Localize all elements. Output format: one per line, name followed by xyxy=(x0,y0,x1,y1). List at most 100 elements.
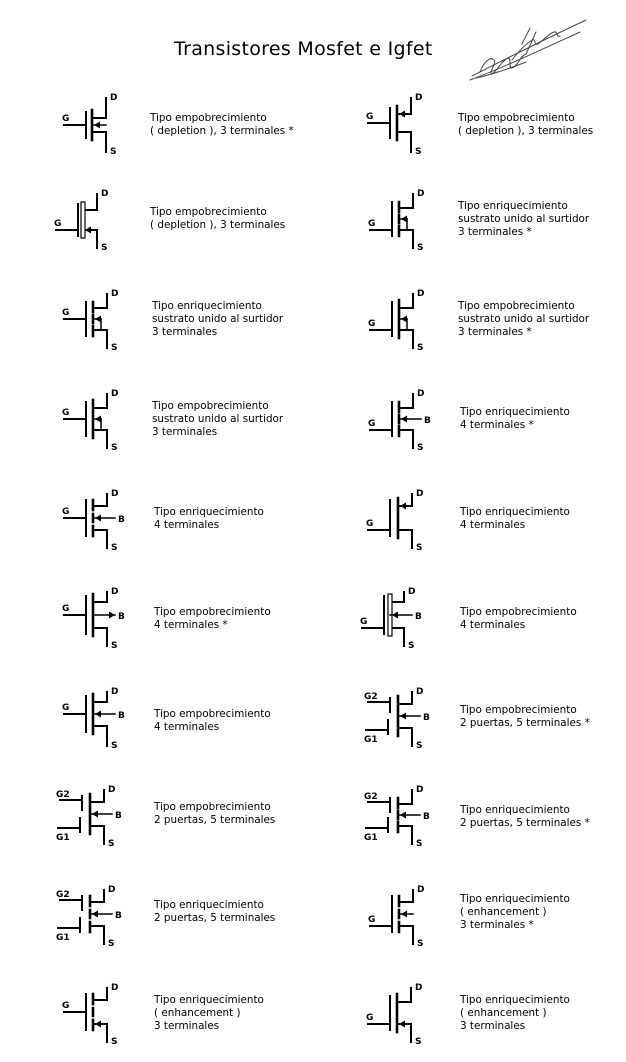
transistor-entry: D S G2 G1 B Tipo enriquecimiento 2 puertas, … xyxy=(360,780,626,864)
transistor-entry: D S G Tipo enriquecimiento 4 terminales xyxy=(360,484,626,568)
desc-line: Tipo empobrecimiento xyxy=(460,606,577,618)
transistor-symbol: D S G xyxy=(366,983,422,1047)
desc-line: ( enhancement ) xyxy=(460,906,547,918)
entry-description: Tipo enriquecimiento sustrato unido al s… xyxy=(152,300,283,339)
source-label: S xyxy=(108,839,114,849)
desc-line: 3 terminales xyxy=(152,326,218,338)
channel-bar xyxy=(80,201,86,239)
desc-line: Tipo enriquecimiento xyxy=(154,506,264,518)
drain-label: D xyxy=(416,687,423,697)
source-arrow xyxy=(85,226,91,234)
desc-line: ( depletion ), 3 terminales xyxy=(458,125,594,137)
source-label: S xyxy=(416,543,422,553)
transistor-symbol: D S G B xyxy=(62,687,125,751)
transistor-entry: D S G Tipo enriquecimiento sustrato unido … xyxy=(60,284,360,368)
source-label: S xyxy=(111,543,117,553)
drain-label: D xyxy=(110,93,117,103)
source-label: S xyxy=(101,243,107,253)
bulk-label: B xyxy=(423,713,430,723)
transistor-symbol: D S G2 G1 B xyxy=(364,785,430,849)
gate-label: G xyxy=(366,519,373,529)
drain-label: D xyxy=(408,587,415,597)
desc-line: Tipo enriquecimiento xyxy=(154,994,264,1006)
desc-line: ( enhancement ) xyxy=(154,1007,241,1019)
transistor-entry: D S G Tipo empobrecimiento sustrato unido … xyxy=(364,284,626,368)
entry-description: Tipo enriquecimiento ( enhancement ) 3 t… xyxy=(460,994,570,1033)
gate-label: G xyxy=(368,419,375,429)
entry-description: Tipo enriquecimiento 4 terminales * xyxy=(460,406,570,432)
desc-line: 3 terminales * xyxy=(458,326,532,338)
gate1-label: G1 xyxy=(364,735,378,745)
gate-label: G xyxy=(62,604,69,614)
transistor-entry: D S G B Tipo empobrecimiento 4 terminales xyxy=(354,582,626,666)
gate1-label: G1 xyxy=(56,933,70,943)
entry-description: Tipo enriquecimiento 2 puertas, 5 termin… xyxy=(460,804,590,830)
transistor-entry: D S G Tipo enriquecimiento sustrato unido … xyxy=(364,184,626,268)
desc-line: 4 terminales * xyxy=(460,419,534,431)
bulk-arrow xyxy=(95,514,101,522)
drain-label: D xyxy=(108,785,115,795)
source-label: S xyxy=(111,641,117,651)
bulk-arrow xyxy=(92,810,98,818)
desc-line: Tipo enriquecimiento xyxy=(460,406,570,418)
transistor-entry: D S G Tipo enriquecimiento ( enhancement )… xyxy=(366,880,626,964)
transistor-entry: D S G2 G1 B Tipo empobrecimiento 2 puertas, … xyxy=(54,780,354,864)
bulk-label: B xyxy=(424,416,431,426)
drain-label: D xyxy=(111,687,118,697)
source-label: S xyxy=(416,741,422,751)
transistor-symbol: D S G xyxy=(62,389,118,453)
desc-line: 2 puertas, 5 terminales xyxy=(154,814,276,826)
drain-label: D xyxy=(101,189,108,199)
bulk-arrow xyxy=(401,910,407,918)
entry-description: Tipo empobrecimiento sustrato unido al s… xyxy=(458,300,589,339)
source-arrow xyxy=(399,1020,405,1028)
drain-label: D xyxy=(415,93,422,103)
source-label: S xyxy=(417,343,423,353)
desc-line: 4 terminales xyxy=(460,619,526,631)
bulk-label: B xyxy=(115,811,122,821)
transistor-entry: D S G Tipo empobrecimiento ( depletion ), … xyxy=(56,88,356,172)
transistor-entry: D S G Tipo empobrecimiento sustrato unido … xyxy=(60,384,360,468)
drain-label: D xyxy=(417,885,424,895)
source-label: S xyxy=(417,443,423,453)
entry-description: Tipo empobrecimiento 2 puertas, 5 termin… xyxy=(460,704,590,730)
drain-label: D xyxy=(417,389,424,399)
desc-line: 4 terminales xyxy=(154,721,220,733)
drain-label: D xyxy=(416,489,423,499)
drain-label: D xyxy=(111,289,118,299)
transistor-symbol: D S G B xyxy=(360,587,422,651)
desc-line: 3 terminales xyxy=(460,1020,526,1032)
bulk-arrow xyxy=(401,415,407,423)
gate-label: G xyxy=(368,219,375,229)
bulk-label: B xyxy=(415,612,422,622)
bulk-arrow xyxy=(95,315,101,323)
desc-line: ( depletion ), 3 terminales xyxy=(150,219,286,231)
transistor-entry: D S G Tipo empobrecimiento ( depletion ), … xyxy=(50,184,350,268)
transistor-entry: D S G B Tipo empobrecimiento 4 terminales xyxy=(60,682,360,766)
entry-description: Tipo enriquecimiento 4 terminales xyxy=(154,506,264,532)
entry-description: Tipo enriquecimiento ( enhancement ) 3 t… xyxy=(460,893,570,932)
transistor-symbol: D S G B xyxy=(62,587,125,651)
gate-label: G xyxy=(366,112,373,122)
bulk-arrow xyxy=(401,215,407,223)
drain-label: D xyxy=(111,983,118,993)
desc-line: Tipo empobrecimiento xyxy=(458,300,575,312)
gate-label: G xyxy=(54,219,61,229)
desc-line: ( enhancement ) xyxy=(460,1007,547,1019)
transistor-entry: D S G B Tipo enriquecimiento 4 terminales * xyxy=(364,384,626,468)
source-label: S xyxy=(111,1037,117,1047)
bulk-label: B xyxy=(118,612,125,622)
entry-description: Tipo empobrecimiento ( depletion ), 3 te… xyxy=(150,206,285,232)
gate2-label: G2 xyxy=(56,890,70,900)
bulk-arrow xyxy=(95,710,101,718)
entry-description: Tipo empobrecimiento sustrato unido al s… xyxy=(152,400,283,439)
desc-line: Tipo enriquecimiento xyxy=(460,506,570,518)
desc-line: 3 terminales xyxy=(152,426,218,438)
bulk-label: B xyxy=(115,911,122,921)
bulk-label: B xyxy=(423,812,430,822)
bulk-label: B xyxy=(118,515,125,525)
bulk-arrow xyxy=(392,611,398,619)
desc-line: 2 puertas, 5 terminales * xyxy=(460,817,590,829)
drain-label: D xyxy=(108,885,115,895)
desc-line: sustrato unido al surtidor xyxy=(458,213,590,225)
